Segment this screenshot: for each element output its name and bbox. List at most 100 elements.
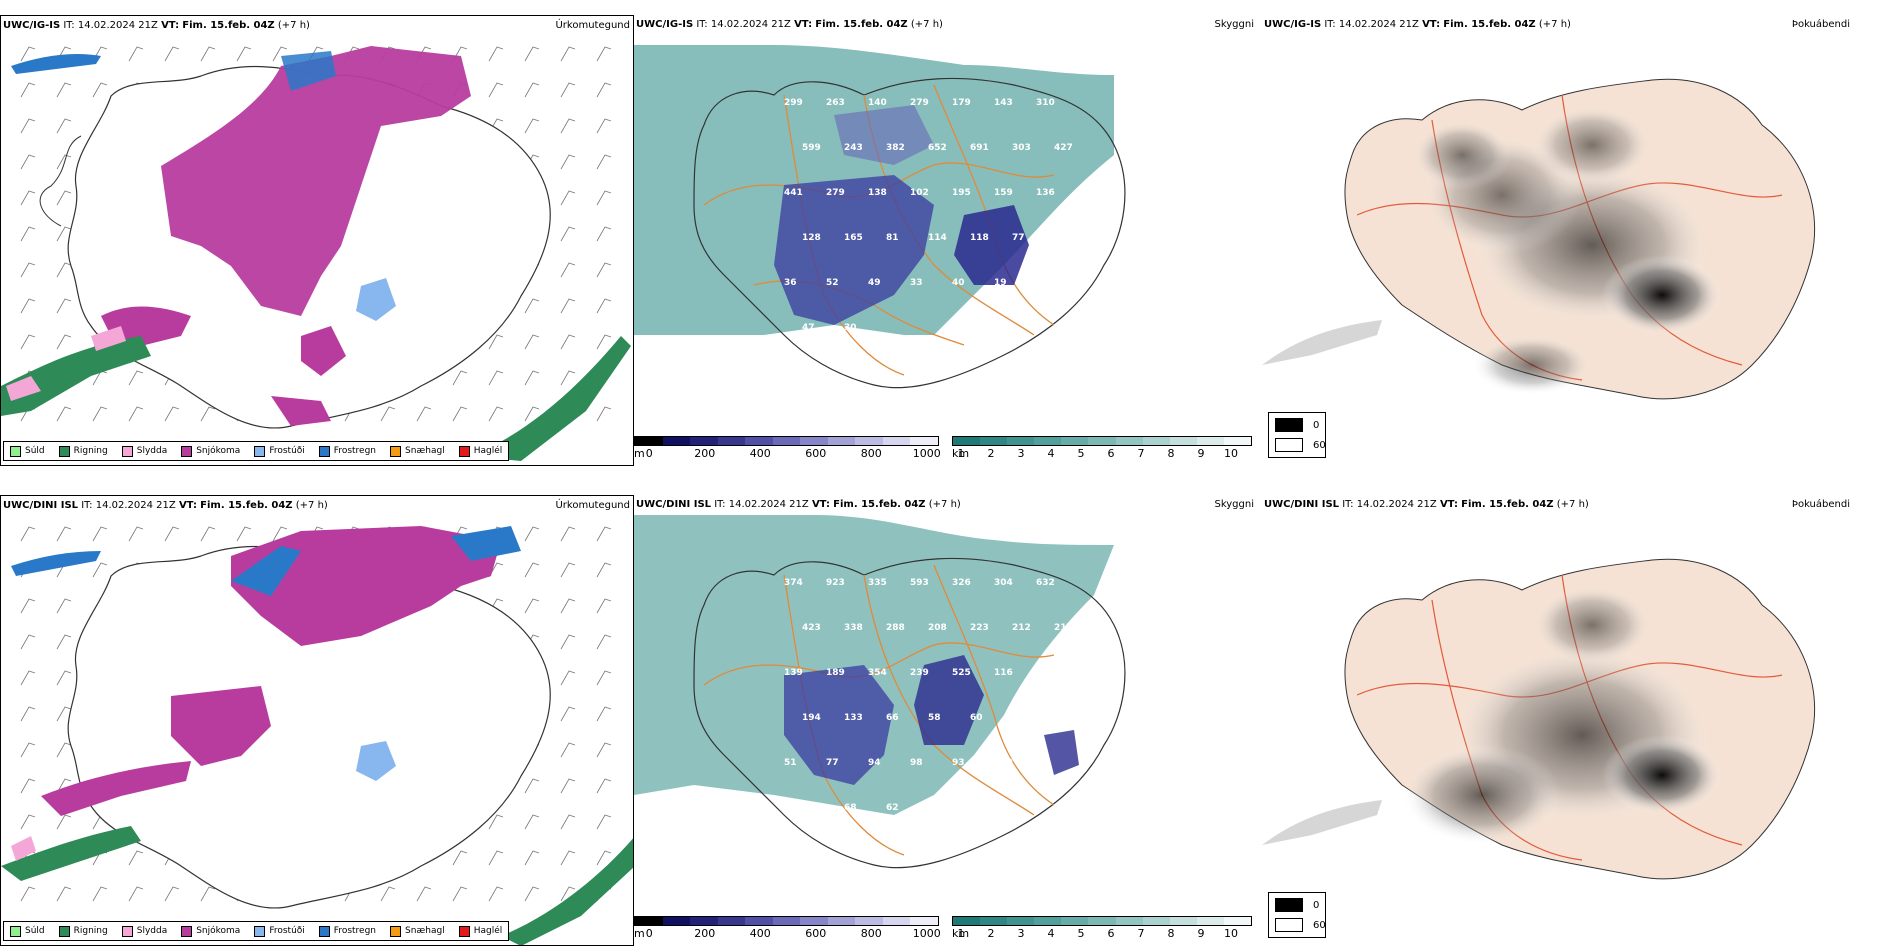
wind-barb <box>20 706 36 722</box>
wind-barb <box>596 298 612 314</box>
cloud-height-label: 95 <box>1012 713 1025 723</box>
visibility-area <box>634 515 1114 815</box>
fog-legend: 0 60 <box>1268 412 1326 458</box>
wind-barb <box>92 886 108 902</box>
wind-barb <box>380 406 396 422</box>
legend-label: Snjókoma <box>196 926 241 936</box>
wind-barb <box>524 46 540 62</box>
wind-barb <box>596 154 612 170</box>
cloud-height-label: 114 <box>928 233 947 243</box>
visibility-ticks: km 1 2 3 4 5 6 7 8 9 10 <box>952 927 1252 941</box>
wind-barb <box>20 190 36 206</box>
wind-barb <box>596 334 612 350</box>
wind-barb <box>20 226 36 242</box>
wind-barb <box>596 262 612 278</box>
legend-item: Rigning <box>58 445 108 457</box>
wind-barb <box>560 886 576 902</box>
scale-unit: m <box>634 447 645 460</box>
wind-barb <box>92 406 108 422</box>
wind-barb <box>92 526 108 542</box>
legend-label: Frostregn <box>333 926 377 936</box>
height-colorbar <box>634 436 939 446</box>
cloud-height-label: 632 <box>1036 578 1055 588</box>
wind-barb <box>128 406 144 422</box>
legend-label: Snjókoma <box>196 446 241 456</box>
cloud-height-label: 338 <box>844 623 863 633</box>
fog-shading <box>1262 105 1722 395</box>
scale-tick: 0 <box>645 927 653 940</box>
precip-legend: Súld Rigning Slydda Snjókoma Frostúði Frostre… <box>3 921 510 941</box>
cloud-height-label: 159 <box>994 188 1013 198</box>
legend-swatch <box>181 445 193 457</box>
wind-barb <box>56 82 72 98</box>
cloud-height-label: 60 <box>970 713 983 723</box>
legend-swatch <box>10 925 21 937</box>
cloud-low-area <box>1044 730 1079 775</box>
cloud-height-label: 441 <box>784 188 803 198</box>
legend-item: Haglél <box>458 445 502 457</box>
cloud-height-label: 58 <box>928 713 941 723</box>
scale-unit: km <box>952 927 970 940</box>
legend-swatch <box>390 445 402 457</box>
wind-barb <box>20 118 36 134</box>
scale-tick: 600 <box>805 927 827 940</box>
cloud-labels: 374 923 335 593 326 304 632 423 338 288 208 223 212 2… <box>784 578 1073 813</box>
cloud-low-area <box>954 205 1029 285</box>
wind-barb <box>560 562 576 578</box>
cloud-low-area <box>834 105 934 165</box>
wind-barb <box>560 526 576 542</box>
wind-barb <box>20 154 36 170</box>
wind-barb <box>596 850 612 866</box>
legend-swatch <box>458 925 470 937</box>
cloud-height-label: 243 <box>844 143 863 153</box>
sleet-area <box>91 326 126 351</box>
cloud-height-label: 374 <box>784 578 803 588</box>
wind-barb <box>236 526 252 542</box>
panel-title: Þokuábendi <box>1791 499 1850 510</box>
cloud-height-label: 116 <box>994 668 1013 678</box>
scale-tick: 800 <box>860 447 882 460</box>
cloud-height-label: 223 <box>970 623 989 633</box>
wind-barb <box>488 886 504 902</box>
legend-swatch <box>10 445 21 457</box>
wind-barb <box>128 46 144 62</box>
cloud-height-label: 102 <box>910 188 929 198</box>
legend-swatch <box>121 445 133 457</box>
cloud-height-label: 304 <box>994 578 1013 588</box>
wind-barb <box>92 82 108 98</box>
height-ticks: m 0 200 400 600 800 1000 <box>634 447 941 461</box>
wind-barb <box>128 850 144 866</box>
wind-barb <box>560 82 576 98</box>
wind-barb <box>452 406 468 422</box>
legend-item: Snæhagl <box>390 925 445 937</box>
wind-barb <box>20 598 36 614</box>
height-ticks: m 0 200 400 600 800 1000 <box>634 927 941 941</box>
scale-tick: 5 <box>1077 927 1085 940</box>
rain-area <box>1 826 141 881</box>
scale-tick: 400 <box>749 447 771 460</box>
scale-tick: 0 <box>645 447 653 460</box>
cloud-height-label: 77 <box>1012 233 1025 243</box>
cloud-height-label: 423 <box>802 623 821 633</box>
cloud-height-label: 66 <box>886 713 899 723</box>
scale-tick: 4 <box>1047 927 1055 940</box>
legend-item: Súld <box>10 445 45 457</box>
legend-item: Frostúði <box>254 925 305 937</box>
wind-barb <box>560 670 576 686</box>
wind-barb <box>524 334 540 350</box>
wind-barb <box>596 46 612 62</box>
legend-swatch <box>254 445 266 457</box>
cloud-height-label: 593 <box>910 578 929 588</box>
wind-barb <box>560 190 576 206</box>
wind-barb <box>596 778 612 794</box>
wind-barb <box>524 406 540 422</box>
legend-label: Haglél <box>473 926 503 936</box>
cloud-height-label: 288 <box>886 623 905 633</box>
wind-barb <box>56 706 72 722</box>
cloud-height-label: 208 <box>928 623 947 633</box>
legend-item: Snæhagl <box>390 445 445 457</box>
wind-barb <box>272 526 288 542</box>
scale-tick: 2 <box>987 927 995 940</box>
wind-barb <box>92 562 108 578</box>
legend-label: Slydda <box>136 446 168 456</box>
